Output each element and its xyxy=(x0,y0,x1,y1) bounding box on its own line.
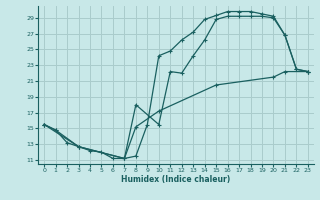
X-axis label: Humidex (Indice chaleur): Humidex (Indice chaleur) xyxy=(121,175,231,184)
